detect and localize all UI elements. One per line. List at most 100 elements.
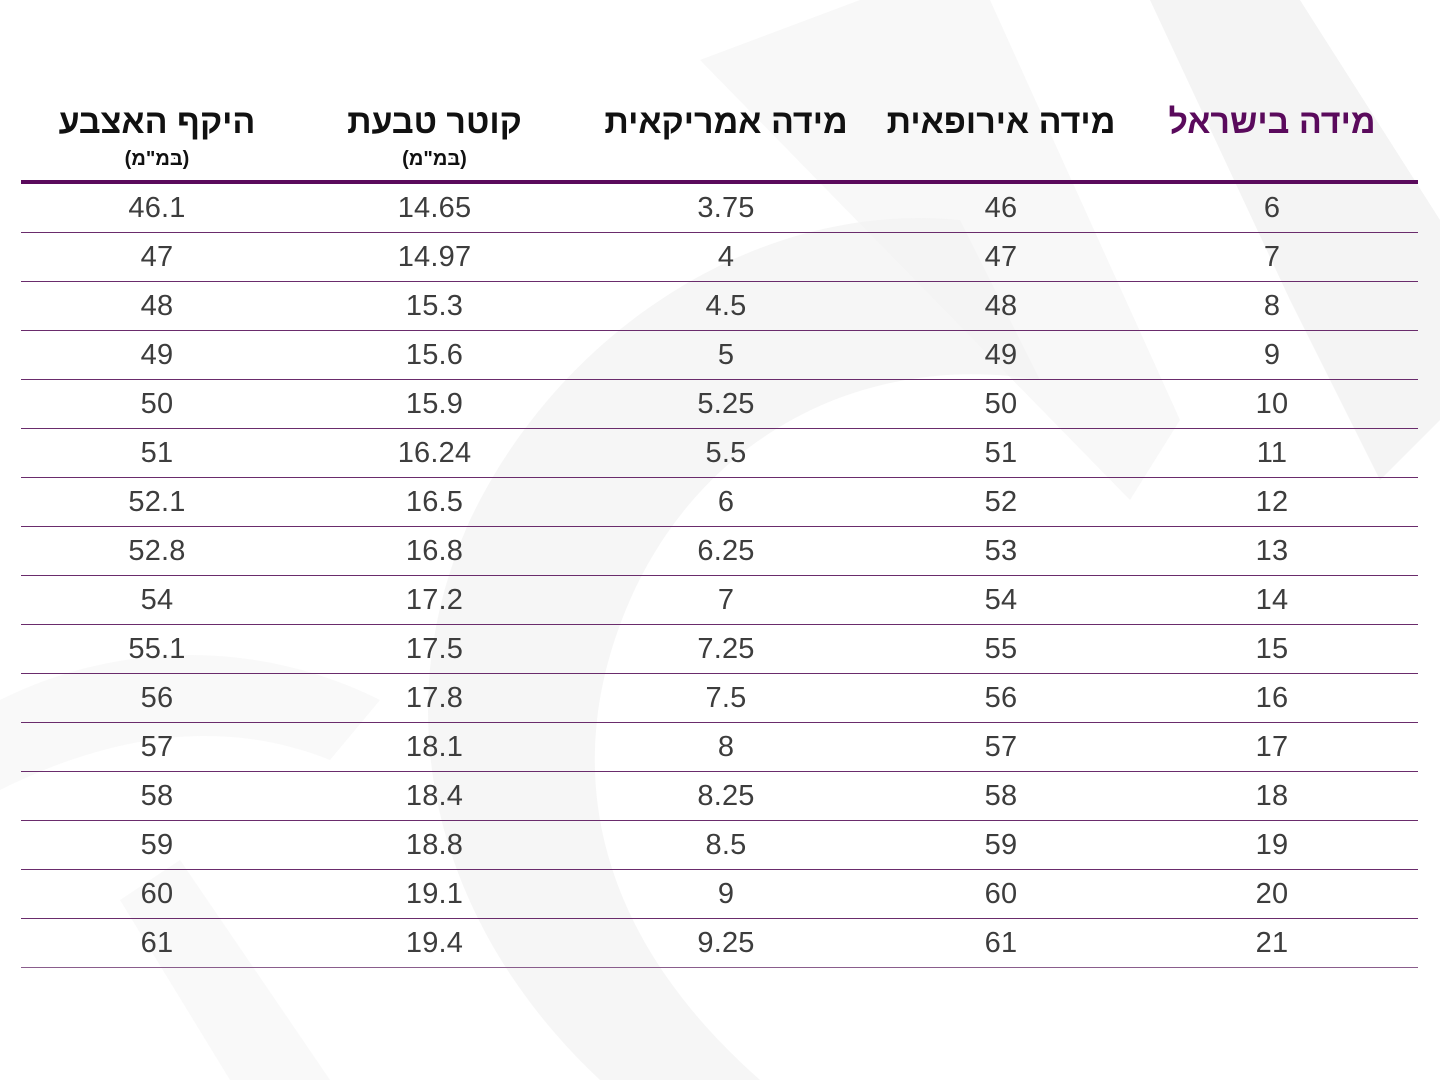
table-row: 15 55 7.25 17.5 55.1 [21,624,1418,674]
table-row: 14 54 7 17.2 54 [21,575,1418,625]
cell-finger-circumference: 49 [21,330,293,380]
cell-israel-size: 7 [1126,232,1418,282]
header-label: מידה אירופאית [886,103,1116,141]
table-row: 21 61 9.25 19.4 61 [21,918,1418,968]
cell-israel-size: 14 [1126,575,1418,625]
cell-israel-size: 12 [1126,477,1418,527]
cell-american-size: 9.25 [576,918,876,968]
header-label: מידה בישראל [1168,103,1376,141]
cell-american-size: 8.5 [576,820,876,870]
cell-ring-diameter: 18.4 [293,771,576,821]
header-label: מידה אמריקאית [604,103,848,141]
cell-european-size: 54 [876,575,1126,625]
table-row: 20 60 9 19.1 60 [21,869,1418,919]
table-row: 13 53 6.25 16.8 52.8 [21,526,1418,576]
cell-israel-size: 10 [1126,379,1418,429]
cell-israel-size: 18 [1126,771,1418,821]
header-american-size: מידה אמריקאית [576,90,876,184]
cell-american-size: 5.5 [576,428,876,478]
header-finger-circumference: היקף האצבע (בּמ"מ) [21,90,293,184]
cell-finger-circumference: 58 [21,771,293,821]
cell-finger-circumference: 50 [21,379,293,429]
cell-finger-circumference: 47 [21,232,293,282]
cell-european-size: 58 [876,771,1126,821]
cell-american-size: 4 [576,232,876,282]
cell-israel-size: 11 [1126,428,1418,478]
cell-american-size: 5.25 [576,379,876,429]
cell-american-size: 8 [576,722,876,772]
table-row: 7 47 4 14.97 47 [21,232,1418,282]
cell-american-size: 3.75 [576,182,876,233]
cell-ring-diameter: 16.24 [293,428,576,478]
cell-european-size: 51 [876,428,1126,478]
cell-ring-diameter: 17.8 [293,673,576,723]
cell-ring-diameter: 15.9 [293,379,576,429]
cell-israel-size: 20 [1126,869,1418,919]
cell-european-size: 46 [876,182,1126,233]
table-row: 6 46 3.75 14.65 46.1 [21,182,1418,233]
cell-ring-diameter: 19.4 [293,918,576,968]
cell-ring-diameter: 18.1 [293,722,576,772]
cell-finger-circumference: 59 [21,820,293,870]
table-header-row: מידה בישראל מידה אירופאית מידה אמריקאית … [21,90,1418,184]
cell-american-size: 7 [576,575,876,625]
cell-european-size: 55 [876,624,1126,674]
table-row: 10 50 5.25 15.9 50 [21,379,1418,429]
table-row: 9 49 5 15.6 49 [21,330,1418,380]
cell-european-size: 61 [876,918,1126,968]
cell-israel-size: 16 [1126,673,1418,723]
cell-israel-size: 13 [1126,526,1418,576]
cell-finger-circumference: 52.8 [21,526,293,576]
header-label: קוטר טבעת [347,103,522,141]
cell-finger-circumference: 46.1 [21,182,293,233]
cell-finger-circumference: 51 [21,428,293,478]
cell-ring-diameter: 14.97 [293,232,576,282]
cell-european-size: 59 [876,820,1126,870]
cell-finger-circumference: 60 [21,869,293,919]
cell-european-size: 53 [876,526,1126,576]
table-row: 16 56 7.5 17.8 56 [21,673,1418,723]
cell-american-size: 4.5 [576,281,876,331]
cell-european-size: 47 [876,232,1126,282]
cell-american-size: 7.25 [576,624,876,674]
cell-european-size: 49 [876,330,1126,380]
cell-israel-size: 19 [1126,820,1418,870]
table-row: 18 58 8.25 18.4 58 [21,771,1418,821]
cell-israel-size: 17 [1126,722,1418,772]
cell-european-size: 50 [876,379,1126,429]
ring-size-table: מידה בישראל מידה אירופאית מידה אמריקאית … [21,90,1418,968]
cell-israel-size: 8 [1126,281,1418,331]
header-unit: (בּמ"מ) [402,148,467,170]
cell-ring-diameter: 15.3 [293,281,576,331]
cell-american-size: 7.5 [576,673,876,723]
cell-ring-diameter: 16.5 [293,477,576,527]
table-body: 6 46 3.75 14.65 46.1 7 47 4 14.97 47 8 48 4.5 15.3 4… [21,182,1418,968]
cell-israel-size: 9 [1126,330,1418,380]
cell-ring-diameter: 18.8 [293,820,576,870]
cell-ring-diameter: 17.2 [293,575,576,625]
cell-israel-size: 15 [1126,624,1418,674]
table-row: 19 59 8.5 18.8 59 [21,820,1418,870]
cell-finger-circumference: 54 [21,575,293,625]
cell-ring-diameter: 15.6 [293,330,576,380]
cell-ring-diameter: 19.1 [293,869,576,919]
table-row: 12 52 6 16.5 52.1 [21,477,1418,527]
cell-finger-circumference: 55.1 [21,624,293,674]
cell-ring-diameter: 14.65 [293,182,576,233]
cell-finger-circumference: 61 [21,918,293,968]
cell-finger-circumference: 57 [21,722,293,772]
header-european-size: מידה אירופאית [876,90,1126,184]
cell-finger-circumference: 48 [21,281,293,331]
cell-american-size: 6 [576,477,876,527]
cell-ring-diameter: 17.5 [293,624,576,674]
cell-american-size: 8.25 [576,771,876,821]
header-unit: (בּמ"מ) [124,148,190,170]
ring-size-table-container: מידה בישראל מידה אירופאית מידה אמריקאית … [21,90,1418,968]
cell-european-size: 52 [876,477,1126,527]
cell-european-size: 56 [876,673,1126,723]
table-row: 11 51 5.5 16.24 51 [21,428,1418,478]
cell-ring-diameter: 16.8 [293,526,576,576]
cell-american-size: 9 [576,869,876,919]
header-label: היקף האצבע [58,103,256,141]
cell-israel-size: 6 [1126,182,1418,233]
